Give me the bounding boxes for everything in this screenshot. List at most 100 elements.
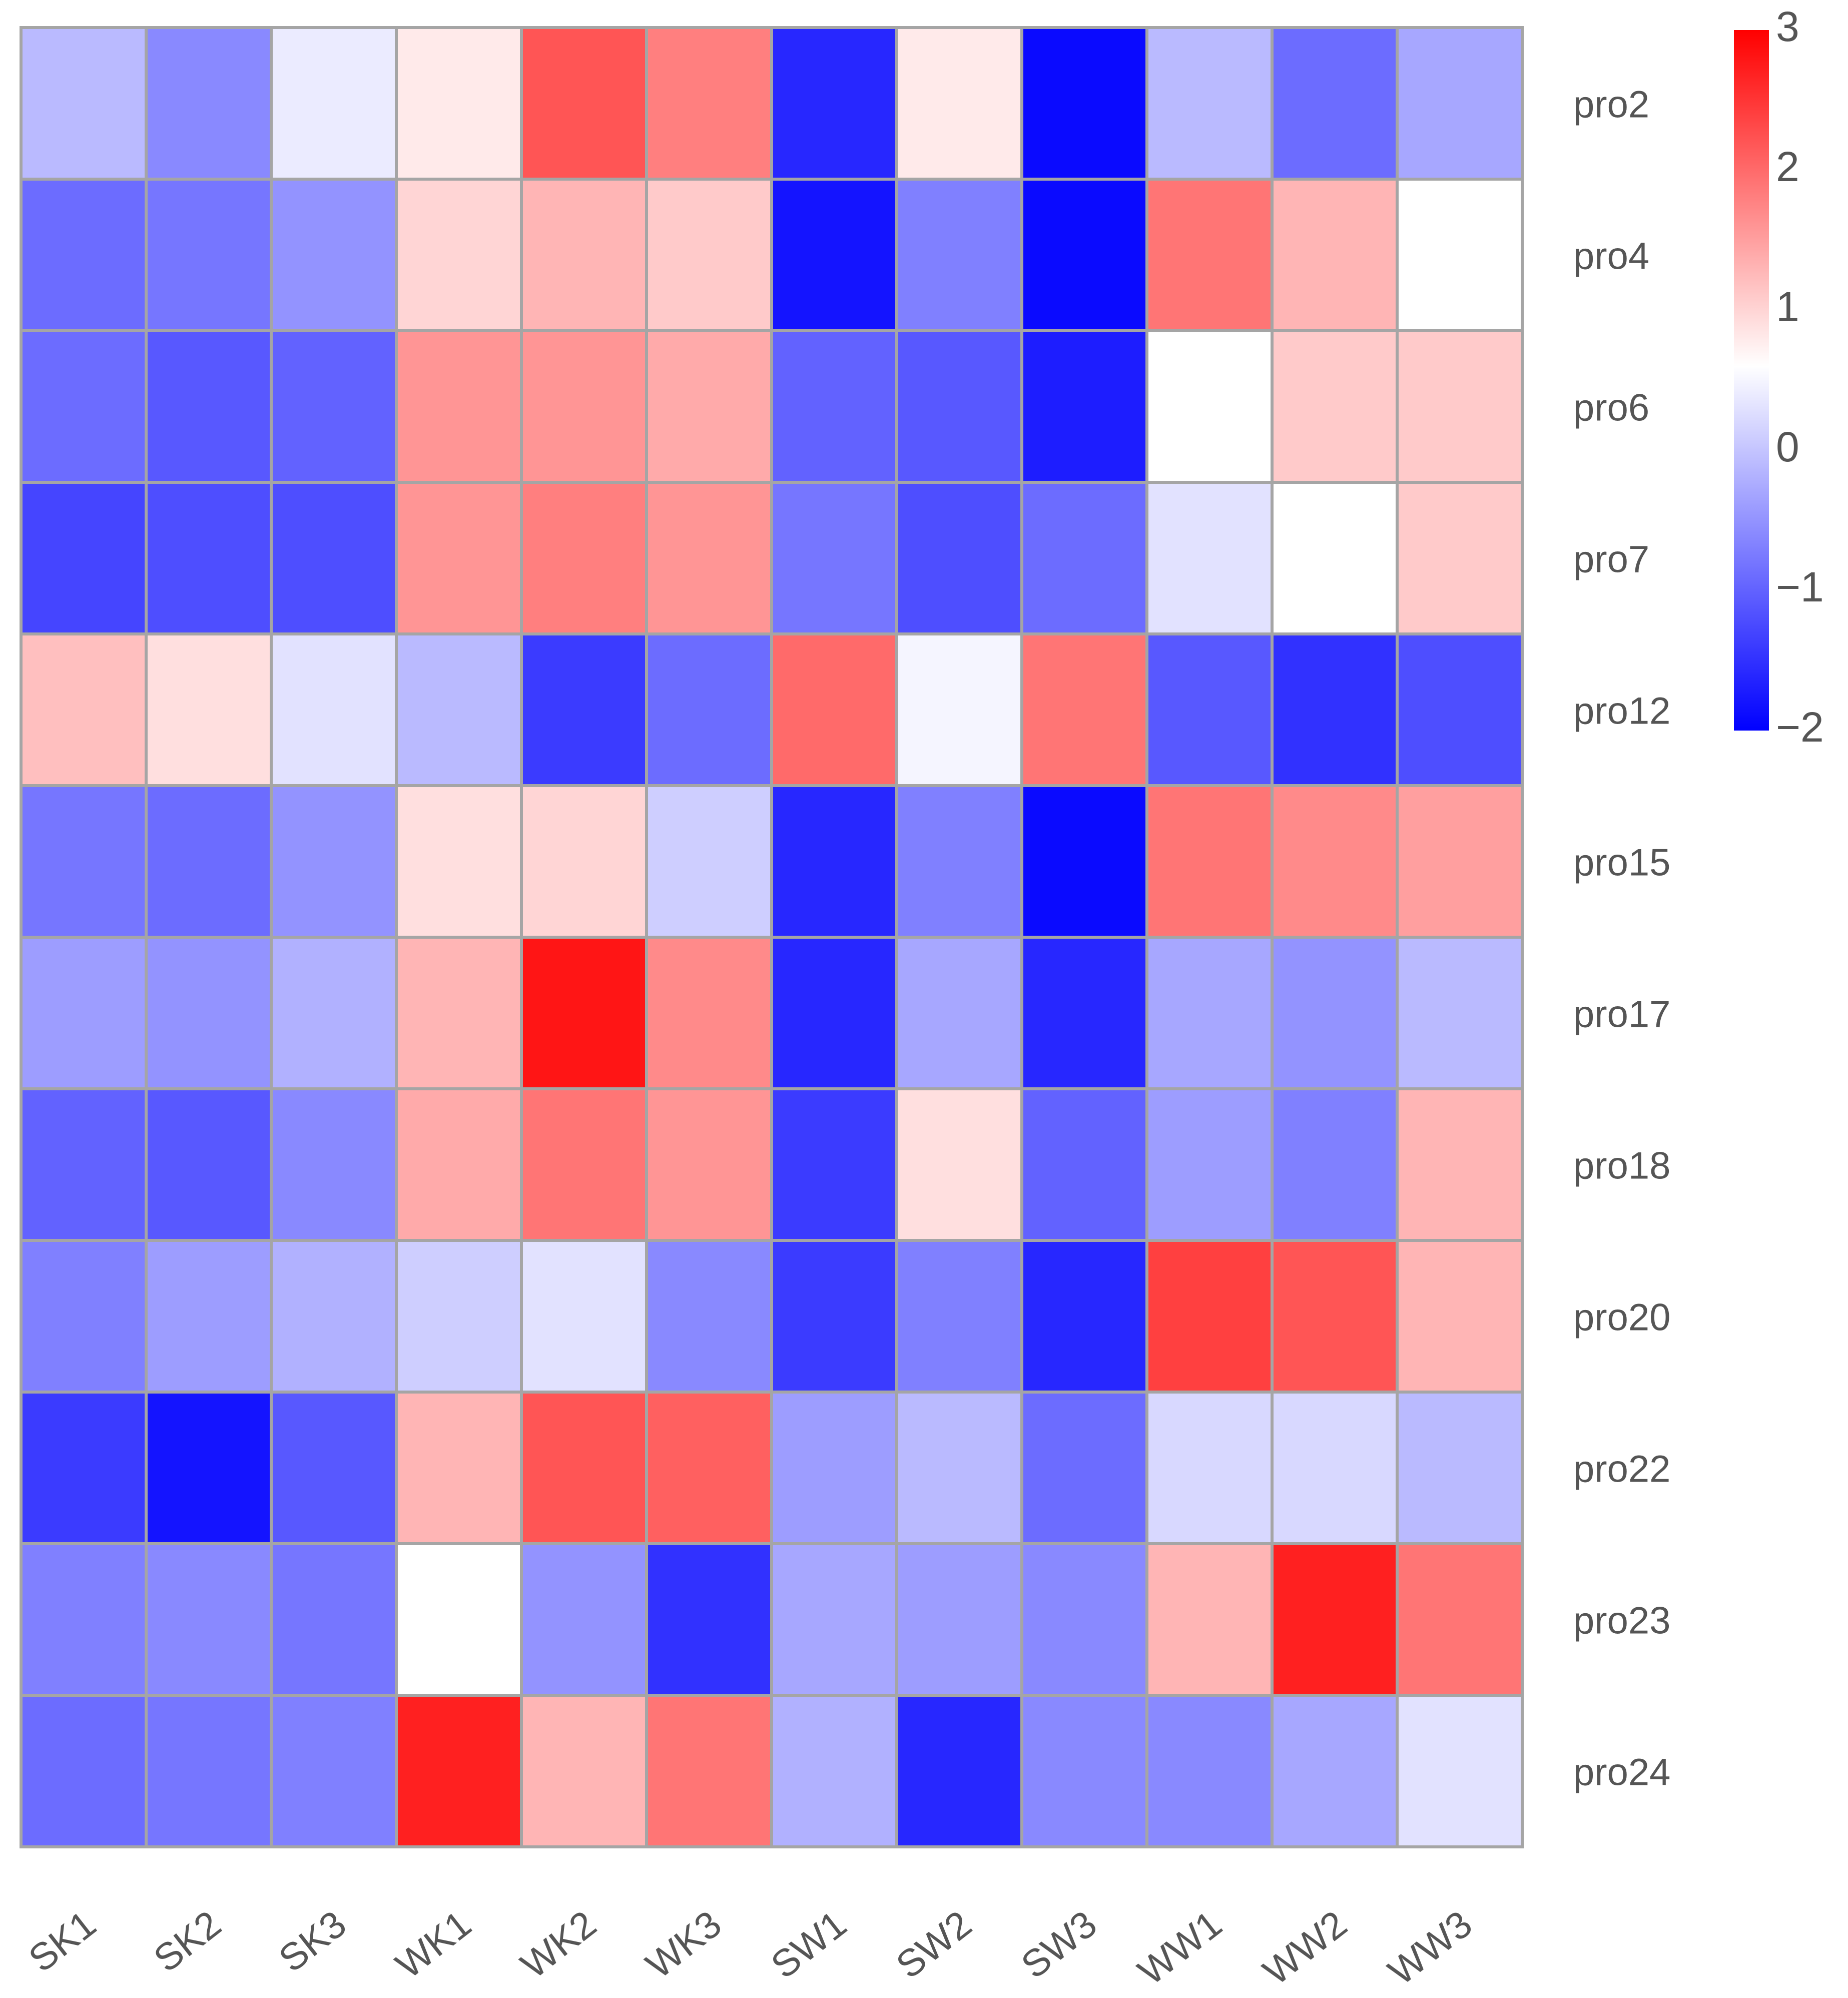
column-label-WW3: WW3: [1381, 1902, 1480, 1993]
heatmap-cell-pro7-WK3: [645, 481, 773, 635]
heatmap-cell-pro4-SK1: [20, 178, 148, 332]
heatmap-cell-pro2-WW3: [1396, 26, 1524, 181]
heatmap-cell-pro24-SW3: [1020, 1694, 1148, 1848]
heatmap-cell-pro18-WW2: [1271, 1087, 1399, 1242]
heatmap-cell-pro2-SK1: [20, 26, 148, 181]
heatmap-cell-pro18-SW3: [1020, 1087, 1148, 1242]
heatmap-cell-pro17-WK1: [395, 936, 523, 1090]
heatmap-cell-pro7-SW1: [770, 481, 898, 635]
heatmap-cell-pro22-SK3: [270, 1391, 398, 1545]
row-label-pro6: pro6: [1573, 387, 1649, 429]
heatmap-cell-pro23-WW2: [1271, 1542, 1399, 1697]
heatmap-cell-pro18-WW3: [1396, 1087, 1524, 1242]
heatmap-cell-pro12-WW1: [1145, 632, 1274, 787]
column-label-SW2: SW2: [888, 1902, 979, 1986]
heatmap-cell-pro2-WK1: [395, 26, 523, 181]
heatmap-cell-pro12-SW2: [895, 632, 1023, 787]
heatmap-cell-pro23-SK2: [145, 1542, 273, 1697]
row-label-pro18: pro18: [1573, 1145, 1670, 1187]
heatmap-cell-pro6-SK2: [145, 329, 273, 484]
heatmap-cell-pro2-SW2: [895, 26, 1023, 181]
heatmap-cell-pro2-SW3: [1020, 26, 1148, 181]
heatmap-cell-pro4-WK1: [395, 178, 523, 332]
column-label-WK3: WK3: [638, 1902, 729, 1986]
heatmap-cell-pro15-SK3: [270, 784, 398, 939]
heatmap-cell-pro22-SW3: [1020, 1391, 1148, 1545]
row-label-pro4: pro4: [1573, 235, 1649, 278]
heatmap-cell-pro4-SK2: [145, 178, 273, 332]
heatmap-cell-pro4-SW1: [770, 178, 898, 332]
heatmap-cell-pro24-WW2: [1271, 1694, 1399, 1848]
heatmap-cell-pro23-SW2: [895, 1542, 1023, 1697]
column-label-SK1: SK1: [21, 1902, 104, 1980]
scale-tick-label: 1: [1776, 283, 1799, 330]
column-label-SW3: SW3: [1013, 1902, 1104, 1986]
heatmap-cell-pro23-SK1: [20, 1542, 148, 1697]
heatmap-cell-pro18-WW1: [1145, 1087, 1274, 1242]
row-label-pro20: pro20: [1573, 1296, 1670, 1339]
heatmap-cell-pro20-SW3: [1020, 1239, 1148, 1394]
heatmap-cell-pro6-SW1: [770, 329, 898, 484]
heatmap-cell-pro2-SK3: [270, 26, 398, 181]
row-label-pro2: pro2: [1573, 84, 1649, 126]
heatmap-cell-pro24-WW3: [1396, 1694, 1524, 1848]
heatmap-cell-pro22-SW2: [895, 1391, 1023, 1545]
heatmap-cell-pro20-WW3: [1396, 1239, 1524, 1394]
heatmap-cell-pro24-SW2: [895, 1694, 1023, 1848]
heatmap-cell-pro22-WW3: [1396, 1391, 1524, 1545]
heatmap-cell-pro18-SK1: [20, 1087, 148, 1242]
heatmap-cell-pro22-SK2: [145, 1391, 273, 1545]
heatmap-cell-pro6-WW3: [1396, 329, 1524, 484]
heatmap-cell-pro24-WK2: [520, 1694, 648, 1848]
heatmap-cell-pro20-SK3: [270, 1239, 398, 1394]
heatmap-cell-pro15-WK1: [395, 784, 523, 939]
heatmap-cell-pro20-SK2: [145, 1239, 273, 1394]
heatmap-cell-pro12-SW3: [1020, 632, 1148, 787]
heatmap-cell-pro17-SW2: [895, 936, 1023, 1090]
heatmap-cell-pro7-SK1: [20, 481, 148, 635]
heatmap-cell-pro15-WW3: [1396, 784, 1524, 939]
heatmap-cell-pro22-WK3: [645, 1391, 773, 1545]
heatmap-cell-pro7-WW1: [1145, 481, 1274, 635]
heatmap-cell-pro22-WK1: [395, 1391, 523, 1545]
heatmap-cell-pro20-SW2: [895, 1239, 1023, 1394]
row-label-pro7: pro7: [1573, 538, 1649, 581]
heatmap-cell-pro23-WK3: [645, 1542, 773, 1697]
heatmap-cell-pro15-SW3: [1020, 784, 1148, 939]
heatmap-cell-pro24-WK1: [395, 1694, 523, 1848]
row-label-pro24: pro24: [1573, 1751, 1670, 1794]
heatmap-cell-pro12-SK3: [270, 632, 398, 787]
heatmap-cell-pro15-SW2: [895, 784, 1023, 939]
heatmap-cell-pro4-SW2: [895, 178, 1023, 332]
heatmap-cell-pro12-WK3: [645, 632, 773, 787]
scale-tick-label: −1: [1776, 563, 1824, 610]
heatmap-cell-pro4-WW2: [1271, 178, 1399, 332]
heatmap-cell-pro15-WK3: [645, 784, 773, 939]
heatmap-cell-pro24-SW1: [770, 1694, 898, 1848]
heatmap-cell-pro6-SW2: [895, 329, 1023, 484]
row-label-pro12: pro12: [1573, 690, 1670, 733]
heatmap-cell-pro18-WK3: [645, 1087, 773, 1242]
heatmap-cell-pro23-SW3: [1020, 1542, 1148, 1697]
heatmap-cell-pro17-WK2: [520, 936, 648, 1090]
row-labels: pro2 pro4 pro6 pro7 pro12 pro15 pro17 pro18 pro2…: [1573, 84, 1670, 1794]
heatmap-cell-pro22-SK1: [20, 1391, 148, 1545]
heatmap-cell-pro2-WK3: [645, 26, 773, 181]
heatmap-cell-pro24-WW1: [1145, 1694, 1274, 1848]
heatmap-cell-pro12-SK1: [20, 632, 148, 787]
heatmap-cell-pro2-WK2: [520, 26, 648, 181]
row-label-pro15: pro15: [1573, 842, 1670, 884]
column-label-SK2: SK2: [146, 1902, 229, 1980]
heatmap-cell-pro18-SW2: [895, 1087, 1023, 1242]
heatmap-cell-pro17-SW1: [770, 936, 898, 1090]
heatmap-cell-pro24-SK2: [145, 1694, 273, 1848]
column-label-WW1: WW1: [1130, 1902, 1230, 1993]
heatmap-cell-pro18-SK2: [145, 1087, 273, 1242]
heatmap-cell-pro17-WW1: [1145, 936, 1274, 1090]
column-label-SW1: SW1: [763, 1902, 854, 1986]
heatmap-cell-pro20-WK2: [520, 1239, 648, 1394]
heatmap-cell-pro23-WK1: [395, 1542, 523, 1697]
heatmap-cell-pro20-SW1: [770, 1239, 898, 1394]
